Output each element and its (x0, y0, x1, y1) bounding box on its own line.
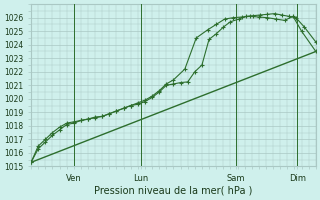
X-axis label: Pression niveau de la mer( hPa ): Pression niveau de la mer( hPa ) (94, 186, 252, 196)
